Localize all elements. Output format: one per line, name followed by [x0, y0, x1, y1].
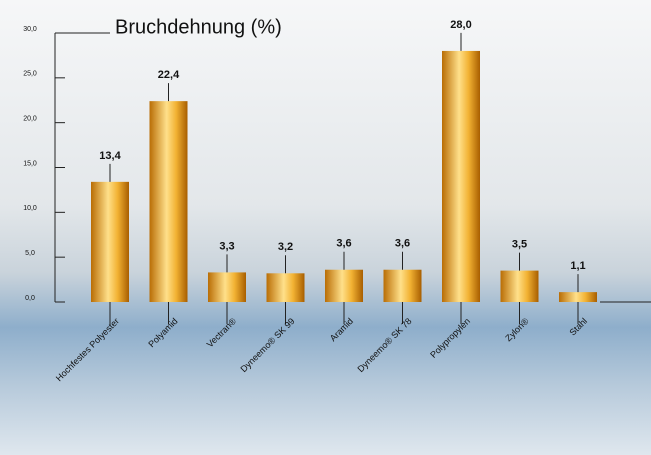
y-tick-label: 20,0 — [23, 116, 37, 123]
chart-title: Bruchdehnung (%) — [115, 16, 282, 38]
value-label: 3,6 — [336, 238, 351, 250]
value-label: 22,4 — [158, 69, 180, 81]
value-label: 13,4 — [99, 150, 121, 162]
bar — [150, 101, 188, 302]
value-label: 3,5 — [512, 239, 527, 251]
value-label: 3,3 — [219, 240, 234, 252]
y-tick-label: 0,0 — [25, 295, 35, 302]
bar — [559, 292, 597, 302]
y-tick-label: 5,0 — [25, 250, 35, 257]
y-tick-label: 30,0 — [23, 26, 37, 33]
bar — [384, 270, 422, 302]
bar — [208, 272, 246, 302]
y-tick-label: 15,0 — [23, 160, 37, 167]
value-label: 3,2 — [278, 241, 293, 253]
bar — [325, 270, 363, 302]
y-tick-label: 10,0 — [23, 205, 37, 212]
y-tick-label: 25,0 — [23, 71, 37, 78]
chart: Bruchdehnung (%) 0,0 5,0 10,0 15,0 20,0 25,0 3… — [0, 0, 651, 455]
value-label: 1,1 — [570, 260, 585, 272]
value-label: 28,0 — [450, 19, 471, 31]
bar — [267, 273, 305, 302]
bar — [442, 51, 480, 302]
bar — [91, 182, 129, 302]
value-label: 3,6 — [395, 238, 410, 250]
bar — [501, 271, 539, 302]
